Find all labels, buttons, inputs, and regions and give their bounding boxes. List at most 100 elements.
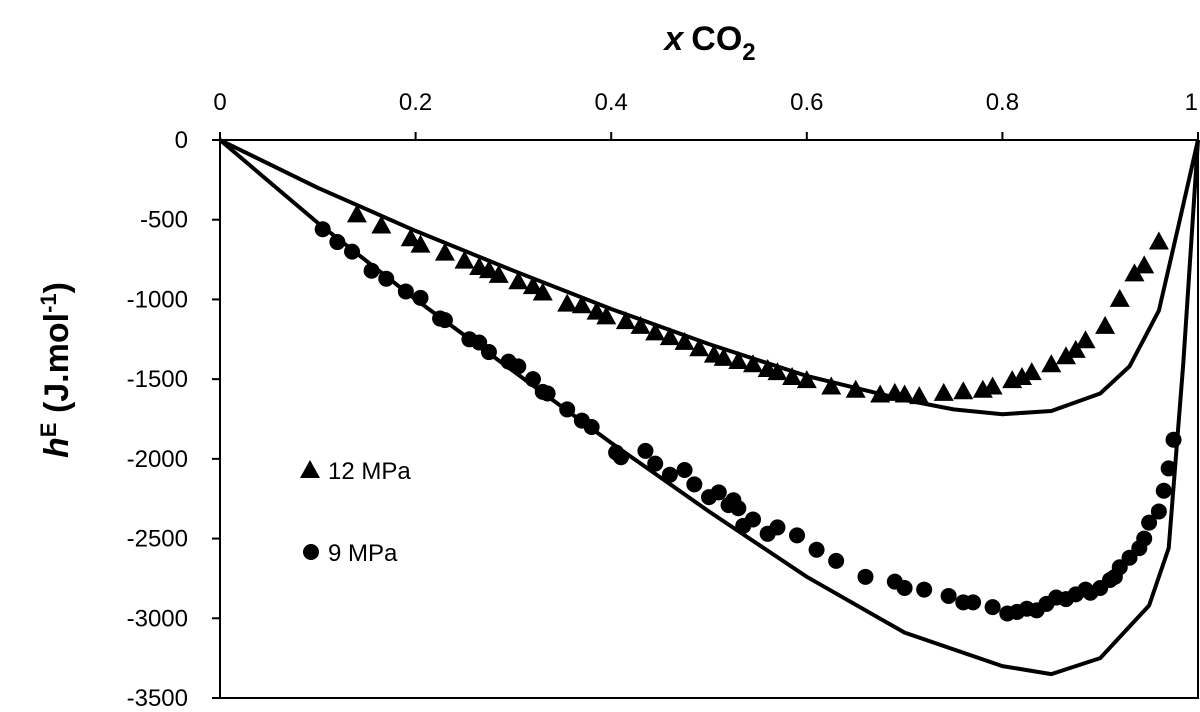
data-point-12mpa (1134, 255, 1155, 274)
x-axis-title-species: CO (691, 20, 742, 58)
data-point-9mpa (686, 476, 703, 493)
x-axis-title: x CO2 (662, 20, 755, 66)
x-tick-label: 1 (1185, 89, 1198, 116)
data-point-9mpa (828, 552, 845, 569)
data-point-12mpa (557, 293, 578, 312)
legend-circle-marker (303, 544, 319, 560)
data-point-9mpa (612, 449, 629, 466)
data-point-9mpa (412, 289, 429, 306)
data-point-9mpa (559, 401, 576, 418)
data-point-9mpa (378, 270, 395, 287)
y-tick-label: 0 (175, 127, 188, 154)
plot-frame (219, 139, 1199, 699)
data-point-9mpa (397, 283, 414, 300)
data-point-9mpa (471, 334, 488, 351)
data-point-12mpa (1055, 346, 1076, 365)
data-point-12mpa (713, 347, 734, 366)
legend: 12 MPa 9 MPa (300, 458, 411, 567)
legend-label-12mpa: 12 MPa (328, 458, 411, 485)
x-tick-label: 0.6 (790, 89, 823, 116)
data-point-9mpa (344, 243, 361, 260)
data-point-9mpa (661, 466, 678, 483)
data-point-12mpa (845, 379, 866, 398)
data-point-9mpa (769, 519, 786, 536)
data-point-12mpa (410, 234, 431, 253)
data-point-9mpa (1160, 460, 1177, 477)
data-point-9mpa (329, 234, 346, 251)
data-point-12mpa (743, 354, 764, 373)
y-tick-label: -1000 (127, 286, 188, 313)
model-curve-2 (219, 138, 1200, 417)
data-point-12mpa (434, 242, 455, 261)
data-point-12mpa (1075, 330, 1096, 349)
y-axis-title: hE (J.mol-1) (36, 282, 76, 458)
x-tick-label: 0.4 (595, 89, 628, 116)
data-point-12mpa (821, 376, 842, 395)
data-point-12mpa (1065, 339, 1086, 358)
data-point-12mpa (596, 306, 617, 325)
data-point-12mpa (1021, 362, 1042, 381)
data-point-9mpa (524, 371, 541, 388)
data-point-9mpa (984, 599, 1001, 616)
y-tick-label: -500 (140, 207, 188, 234)
x-tick-label: 0.8 (986, 89, 1019, 116)
y-axis-title-superscript: E (36, 423, 61, 438)
data-point-12mpa (659, 327, 680, 346)
data-point-12mpa (615, 311, 636, 330)
data-point-9mpa (510, 358, 527, 375)
data-point-12mpa (1095, 315, 1116, 334)
data-point-12mpa (630, 315, 651, 334)
data-point-9mpa (583, 418, 600, 435)
data-point-12mpa (982, 376, 1003, 395)
data-point-9mpa (647, 455, 664, 472)
data-point-12mpa (909, 386, 930, 405)
data-point-12mpa (346, 204, 367, 223)
data-point-12mpa (571, 295, 592, 314)
data-point-9mpa (940, 587, 957, 604)
x-axis-title-subscript: 2 (742, 39, 755, 66)
plot-area: 0 0.2 0.4 0.6 0.8 1 0 -500 -1000 -1500 -2000 -2500 -… (127, 89, 1200, 712)
data-point-9mpa (789, 527, 806, 544)
data-point-9mpa (480, 344, 497, 361)
data-point-9mpa (436, 312, 453, 329)
data-point-12mpa (532, 282, 553, 301)
data-point-12mpa (508, 271, 529, 290)
data-point-9mpa (710, 484, 727, 501)
data-point-9mpa (1121, 549, 1138, 566)
data-point-12mpa (689, 338, 710, 357)
data-point-9mpa (857, 568, 874, 585)
data-point-9mpa (637, 442, 654, 459)
data-point-12mpa (400, 228, 421, 247)
data-point-12mpa (953, 381, 974, 400)
y-tick-label: -2500 (127, 526, 188, 553)
y-axis-title-unit: (J.mol (38, 313, 76, 423)
data-point-9mpa (965, 594, 982, 611)
data-point-9mpa (1155, 482, 1172, 499)
y-axis-title-unit-superscript: -1 (36, 293, 61, 313)
data-point-9mpa (314, 221, 331, 238)
y-axis-title-var: h (38, 437, 76, 458)
y-tick-label: -1500 (127, 366, 188, 393)
x-tick-label: 0 (213, 89, 226, 116)
data-point-12mpa (1109, 288, 1130, 307)
data-point-12mpa (454, 250, 475, 269)
data-point-12mpa (782, 366, 803, 385)
data-point-9mpa (363, 262, 380, 279)
data-point-12mpa (870, 384, 891, 403)
data-point-9mpa (730, 500, 747, 517)
data-point-9mpa (916, 581, 933, 598)
data-point-12mpa (674, 331, 695, 350)
x-axis-title-var: x (662, 20, 685, 58)
data-point-9mpa (896, 579, 913, 596)
data-point-9mpa (539, 385, 556, 402)
y-tick-label: -2000 (127, 446, 188, 473)
data-point-9mpa (745, 511, 762, 528)
data-point-12mpa (371, 215, 392, 234)
y-tick-label: -3000 (127, 605, 188, 632)
data-point-12mpa (894, 384, 915, 403)
data-point-9mpa (1165, 431, 1182, 448)
data-point-9mpa (1150, 503, 1167, 520)
data-point-12mpa (1124, 263, 1145, 282)
data-point-12mpa (1011, 366, 1032, 385)
data-point-9mpa (1136, 530, 1153, 547)
